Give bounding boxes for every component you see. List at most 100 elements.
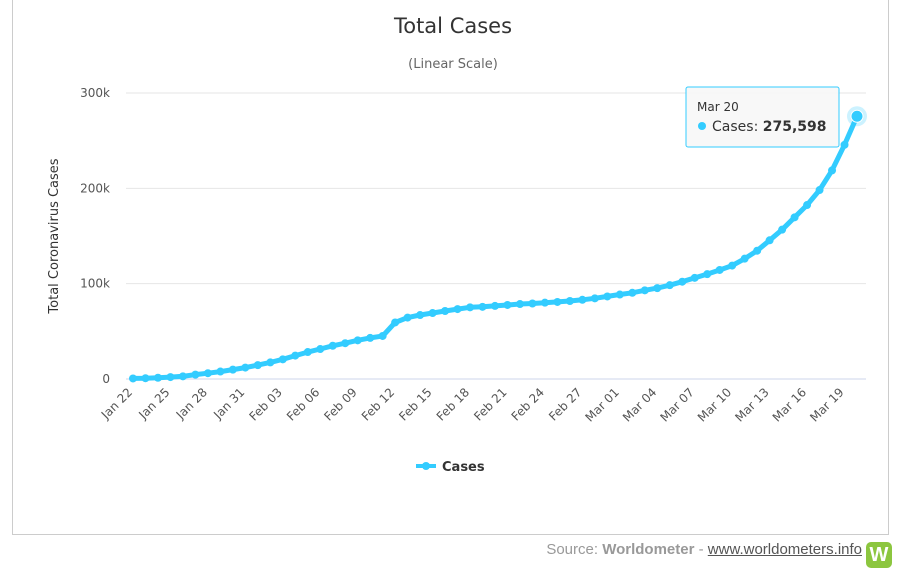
- data-point[interactable]: [840, 140, 849, 149]
- data-point[interactable]: [403, 313, 412, 322]
- source-separator: -: [694, 541, 708, 558]
- data-point[interactable]: [615, 290, 624, 299]
- data-point[interactable]: [540, 298, 549, 307]
- data-point[interactable]: [565, 296, 574, 305]
- tooltip: Mar 20 Cases: 275,598: [685, 86, 840, 148]
- legend-item-cases[interactable]: Cases: [416, 460, 485, 475]
- data-point[interactable]: [640, 286, 649, 295]
- data-point[interactable]: [553, 297, 562, 306]
- data-point[interactable]: [653, 284, 662, 293]
- data-point[interactable]: [728, 261, 737, 270]
- data-point[interactable]: [428, 309, 437, 318]
- data-point[interactable]: [241, 363, 250, 372]
- data-point[interactable]: [765, 236, 774, 245]
- data-point[interactable]: [778, 225, 787, 234]
- data-point[interactable]: [491, 301, 499, 310]
- worldometer-logo-icon[interactable]: W: [866, 542, 892, 568]
- y-tick-label: 200k: [80, 181, 110, 195]
- data-point[interactable]: [141, 374, 150, 383]
- grid: [126, 92, 866, 380]
- data-point[interactable]: [153, 373, 162, 382]
- legend-label: Cases: [442, 460, 485, 475]
- data-point[interactable]: [228, 365, 237, 374]
- data-point[interactable]: [515, 300, 524, 309]
- data-point[interactable]: [366, 333, 375, 342]
- x-tick-label: Mar 01: [583, 385, 622, 424]
- data-point[interactable]: [703, 270, 712, 279]
- data-point[interactable]: [740, 254, 749, 263]
- data-point[interactable]: [753, 246, 762, 255]
- footer-source: Source: Worldometer - www.worldometers.i…: [0, 541, 862, 558]
- x-tick-label: Feb 06: [284, 385, 322, 423]
- data-point[interactable]: [590, 294, 599, 303]
- data-point[interactable]: [603, 292, 612, 301]
- data-point[interactable]: [466, 303, 475, 312]
- x-tick-label: Mar 13: [732, 385, 771, 424]
- series-line-cases: [130, 113, 860, 381]
- data-point[interactable]: [678, 277, 687, 286]
- x-tick-label: Feb 24: [509, 385, 547, 423]
- data-point[interactable]: [341, 339, 350, 348]
- x-tick-label: Feb 18: [434, 385, 472, 423]
- y-tick-label: 300k: [80, 86, 110, 100]
- x-tick-label: Jan 25: [135, 385, 172, 422]
- data-point[interactable]: [203, 369, 212, 378]
- data-point[interactable]: [478, 302, 487, 311]
- data-point[interactable]: [178, 372, 187, 381]
- x-tick-label: Mar 04: [620, 385, 659, 424]
- data-point[interactable]: [665, 281, 674, 290]
- data-point[interactable]: [391, 318, 400, 327]
- tooltip-series-label: Cases: 275,598: [712, 119, 827, 135]
- data-point[interactable]: [416, 311, 425, 320]
- x-tick-label: Mar 10: [695, 385, 734, 424]
- data-point[interactable]: [578, 295, 587, 304]
- chart: Total Cases (Linear Scale) Total Coronav…: [47, 14, 867, 475]
- data-point[interactable]: [828, 166, 837, 175]
- data-point[interactable]: [328, 341, 337, 350]
- y-axis-label: Total Coronavirus Cases: [47, 158, 62, 314]
- x-tick-label: Jan 31: [210, 385, 247, 422]
- series-cases: [129, 106, 867, 383]
- data-point[interactable]: [291, 351, 300, 360]
- data-point[interactable]: [803, 201, 812, 210]
- x-axis-ticks: Jan 22 Jan 25 Jan 28 Jan 31 Feb 03 Feb 06 Feb …: [98, 385, 847, 424]
- data-point[interactable]: [129, 374, 137, 383]
- legend-marker: [422, 462, 430, 470]
- data-point[interactable]: [815, 186, 824, 195]
- data-point[interactable]: [166, 373, 175, 382]
- data-point[interactable]: [790, 213, 799, 222]
- x-tick-label: Jan 28: [173, 385, 210, 422]
- data-point[interactable]: [216, 367, 225, 376]
- data-point[interactable]: [316, 345, 325, 354]
- tooltip-date: Mar 20: [697, 100, 739, 114]
- data-point[interactable]: [191, 370, 200, 379]
- chart-title: Total Cases: [393, 14, 512, 38]
- data-point[interactable]: [278, 355, 287, 364]
- data-point[interactable]: [303, 348, 312, 357]
- y-tick-label: 0: [102, 372, 110, 386]
- data-point[interactable]: [266, 358, 275, 367]
- source-link[interactable]: www.worldometers.info: [707, 541, 862, 558]
- data-point[interactable]: [353, 336, 362, 345]
- data-point[interactable]: [253, 361, 262, 370]
- data-point[interactable]: [441, 306, 450, 315]
- chart-subtitle: (Linear Scale): [408, 57, 498, 72]
- chart-frame: [12, 0, 889, 535]
- x-tick-label: Mar 07: [657, 385, 696, 424]
- data-point[interactable]: [378, 331, 387, 340]
- tooltip-marker: [698, 122, 706, 130]
- x-tick-label: Mar 19: [807, 385, 846, 424]
- data-point[interactable]: [715, 265, 724, 274]
- x-tick-label: Feb 27: [546, 385, 584, 423]
- x-tick-label: Feb 03: [246, 385, 284, 423]
- hovered-data-point[interactable]: [850, 109, 864, 123]
- tooltip-value: 275,598: [763, 119, 827, 135]
- data-point[interactable]: [628, 288, 637, 297]
- source-prefix: Source:: [546, 541, 603, 558]
- data-point[interactable]: [503, 300, 512, 309]
- source-name: Worldometer: [602, 541, 695, 558]
- data-point[interactable]: [528, 299, 537, 308]
- y-tick-label: 100k: [80, 277, 110, 291]
- data-point[interactable]: [453, 305, 462, 314]
- data-point[interactable]: [690, 273, 699, 282]
